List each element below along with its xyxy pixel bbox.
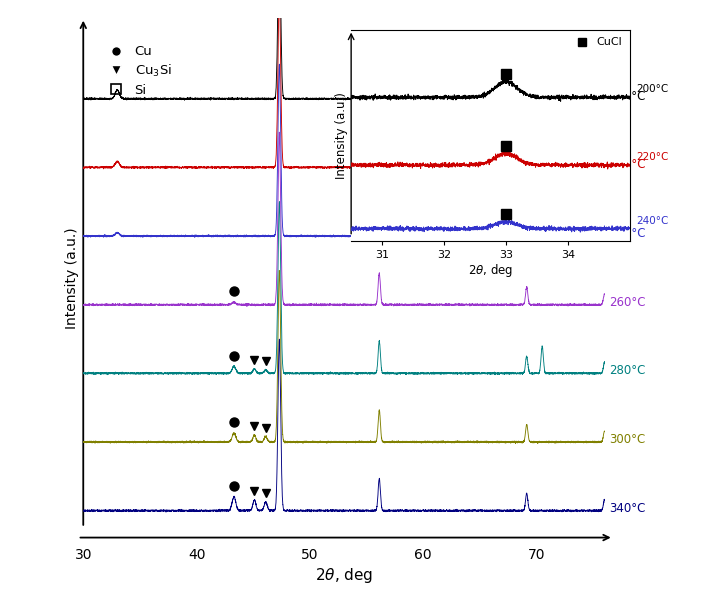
Y-axis label: Intensity (a.u.): Intensity (a.u.) xyxy=(65,227,79,328)
Text: 280°C: 280°C xyxy=(609,364,646,377)
Text: 200°C: 200°C xyxy=(609,90,646,103)
Text: 240°C: 240°C xyxy=(609,227,646,240)
Text: 200°C: 200°C xyxy=(636,84,668,94)
X-axis label: 2$\theta$, deg: 2$\theta$, deg xyxy=(315,566,373,585)
X-axis label: 2$\theta$, deg: 2$\theta$, deg xyxy=(468,263,513,279)
Text: 260°C: 260°C xyxy=(609,296,646,309)
Legend: Cu, Cu$_3$Si, Si: Cu, Cu$_3$Si, Si xyxy=(98,40,177,102)
Text: 240°C: 240°C xyxy=(636,216,668,226)
Text: 300°C: 300°C xyxy=(609,433,645,446)
Text: 220°C: 220°C xyxy=(636,152,668,162)
Text: 220°C: 220°C xyxy=(609,159,646,172)
Legend: CuCl: CuCl xyxy=(568,35,624,50)
Y-axis label: Intensity (a.u.): Intensity (a.u.) xyxy=(335,91,348,179)
Text: 340°C: 340°C xyxy=(609,502,646,514)
